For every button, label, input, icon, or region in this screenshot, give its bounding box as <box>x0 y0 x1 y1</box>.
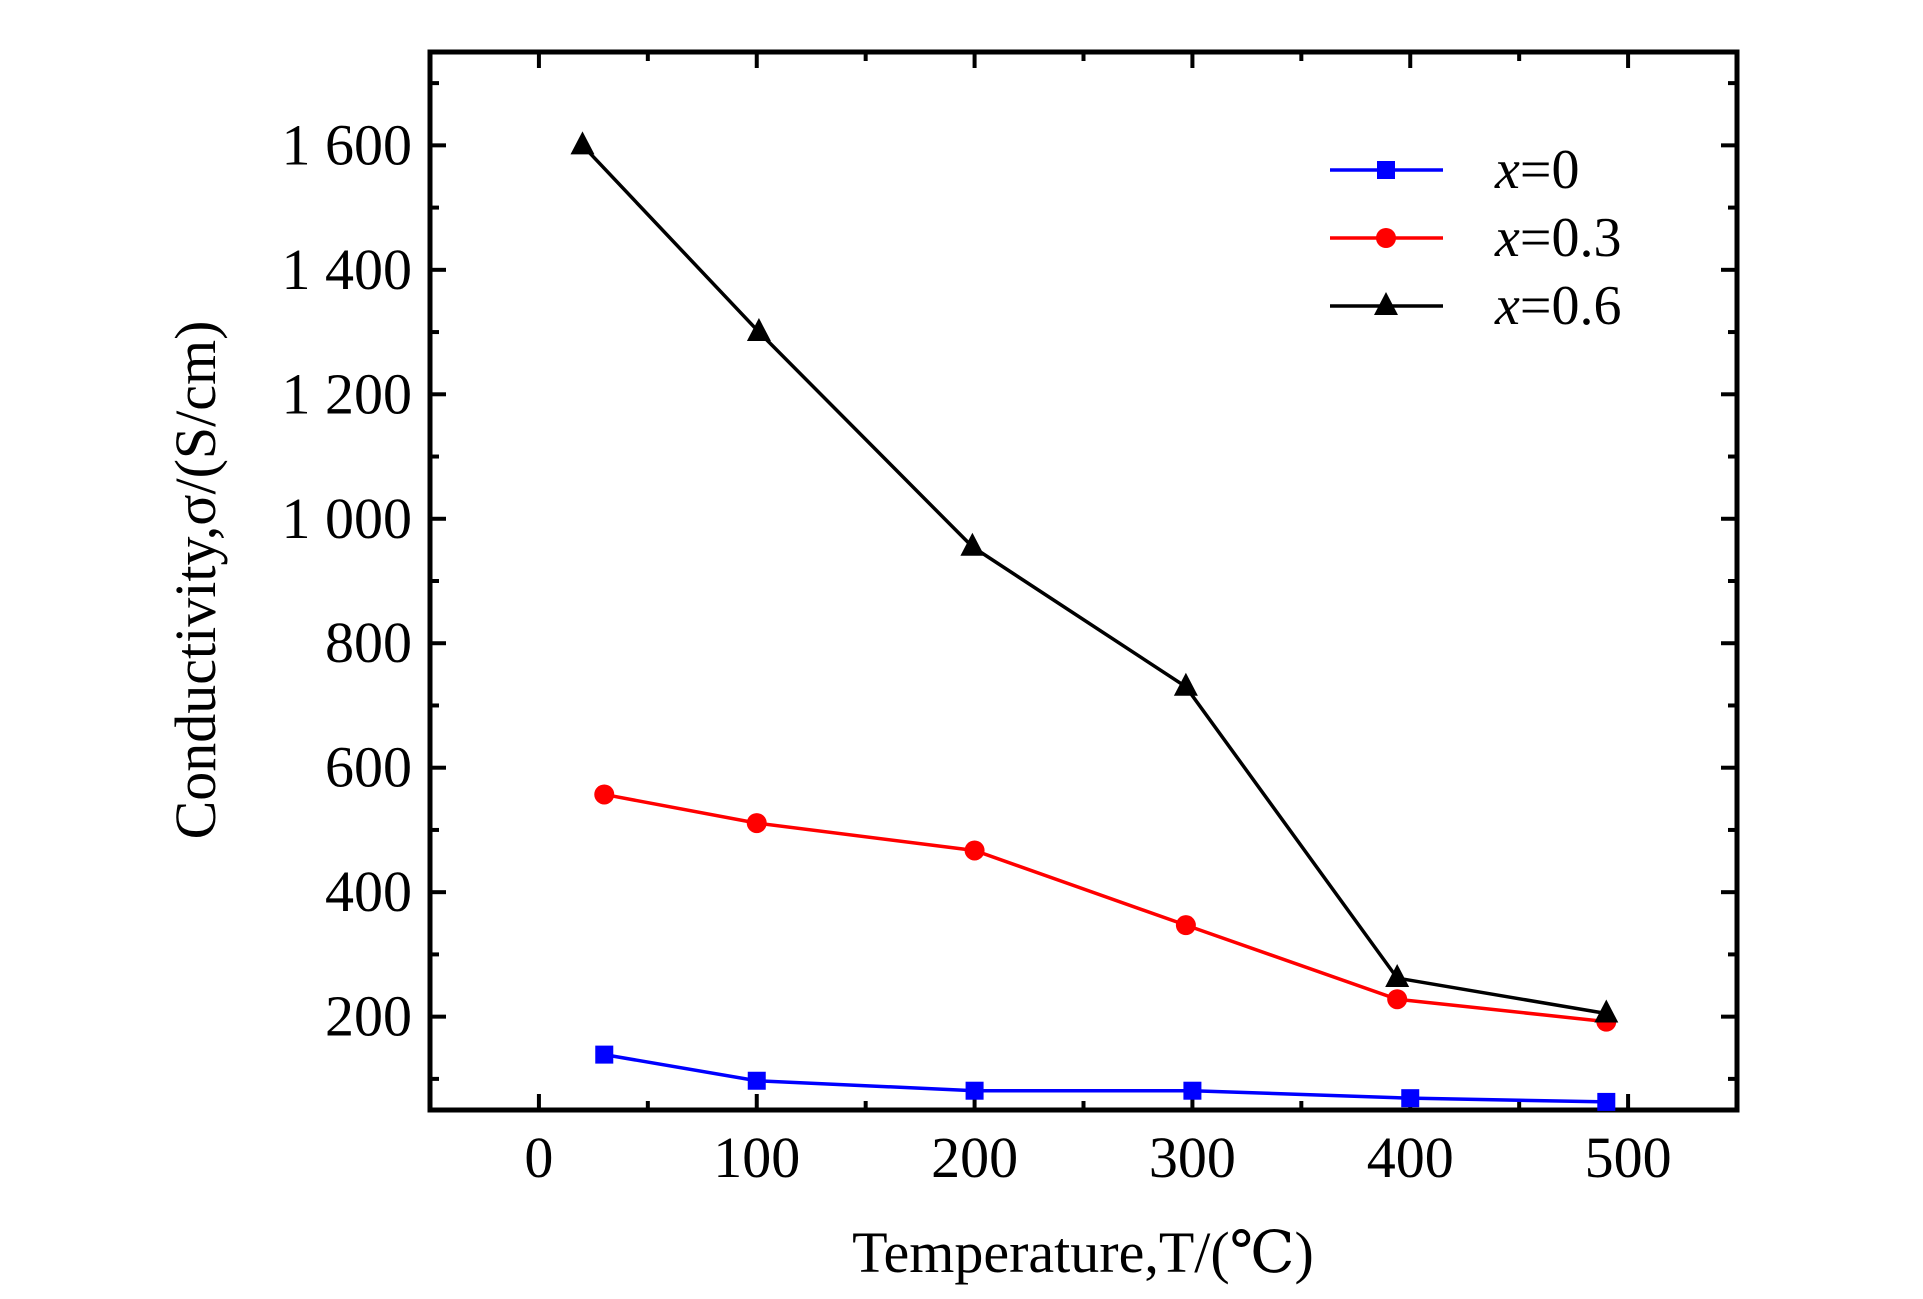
series-x-0-6 <box>570 131 1619 1023</box>
legend-label: x=0 <box>1494 139 1579 201</box>
data-point <box>1401 1089 1420 1108</box>
legend-var: x <box>1494 275 1520 337</box>
y-tick-label: 400 <box>325 859 412 924</box>
series-x-0-3 <box>594 784 1617 1032</box>
data-point <box>570 131 595 155</box>
data-point <box>965 1081 984 1100</box>
data-point <box>1387 989 1408 1010</box>
y-tick-label: 1 600 <box>282 112 413 177</box>
series-x-0 <box>595 1045 1616 1111</box>
data-point <box>595 1045 614 1064</box>
data-point <box>1175 915 1196 936</box>
x-tick-label: 100 <box>713 1125 800 1190</box>
data-point <box>960 532 985 556</box>
legend-var: x <box>1494 207 1520 269</box>
y-tick-label: 1 000 <box>282 486 413 551</box>
legend-item: x=0 <box>1330 139 1579 201</box>
series-line <box>603 1052 1607 1104</box>
legend-marker <box>1377 161 1395 179</box>
y-tick-label: 1 200 <box>282 361 413 426</box>
legend-item: x=0.6 <box>1330 275 1621 337</box>
legend-var: x <box>1494 139 1520 201</box>
x-tick-label: 0 <box>524 1125 553 1190</box>
legend-value: =0.6 <box>1520 275 1622 337</box>
y-tick-label: 800 <box>325 610 412 675</box>
x-tick-label: 300 <box>1149 1125 1236 1190</box>
legend-marker <box>1376 228 1396 248</box>
x-tick-label: 400 <box>1367 1125 1454 1190</box>
legend-marker <box>1374 292 1398 315</box>
series-line <box>581 144 1607 1016</box>
x-tick-label: 200 <box>931 1125 1018 1190</box>
data-point <box>1594 999 1619 1023</box>
data-point <box>747 1071 766 1090</box>
y-tick-label: 1 400 <box>282 237 413 302</box>
y-axis-label: Conductivity,σ/(S/cm) <box>163 321 228 840</box>
data-point <box>594 784 615 805</box>
legend-value: =0 <box>1520 139 1580 201</box>
data-point <box>1183 1081 1202 1100</box>
plot-area: 0 100 200 300 400 500 200 400 600 800 1 000 1 200 1 … <box>282 49 1740 1190</box>
data-point <box>1385 964 1410 988</box>
series-line <box>603 792 1607 1024</box>
data-point <box>746 318 771 342</box>
data-point <box>964 840 985 861</box>
data-point <box>746 813 767 834</box>
y-tick-label: 200 <box>325 984 412 1049</box>
data-point <box>1597 1092 1616 1111</box>
y-tick-label: 600 <box>325 735 412 800</box>
legend-label: x=0.6 <box>1494 275 1621 337</box>
data-point <box>1173 672 1198 696</box>
x-tick-label: 500 <box>1585 1125 1672 1190</box>
x-axis-label: Temperature,T/(℃) <box>852 1220 1314 1285</box>
legend-label: x=0.3 <box>1494 207 1621 269</box>
legend-value: =0.3 <box>1520 207 1622 269</box>
legend-item: x=0.3 <box>1330 207 1621 269</box>
